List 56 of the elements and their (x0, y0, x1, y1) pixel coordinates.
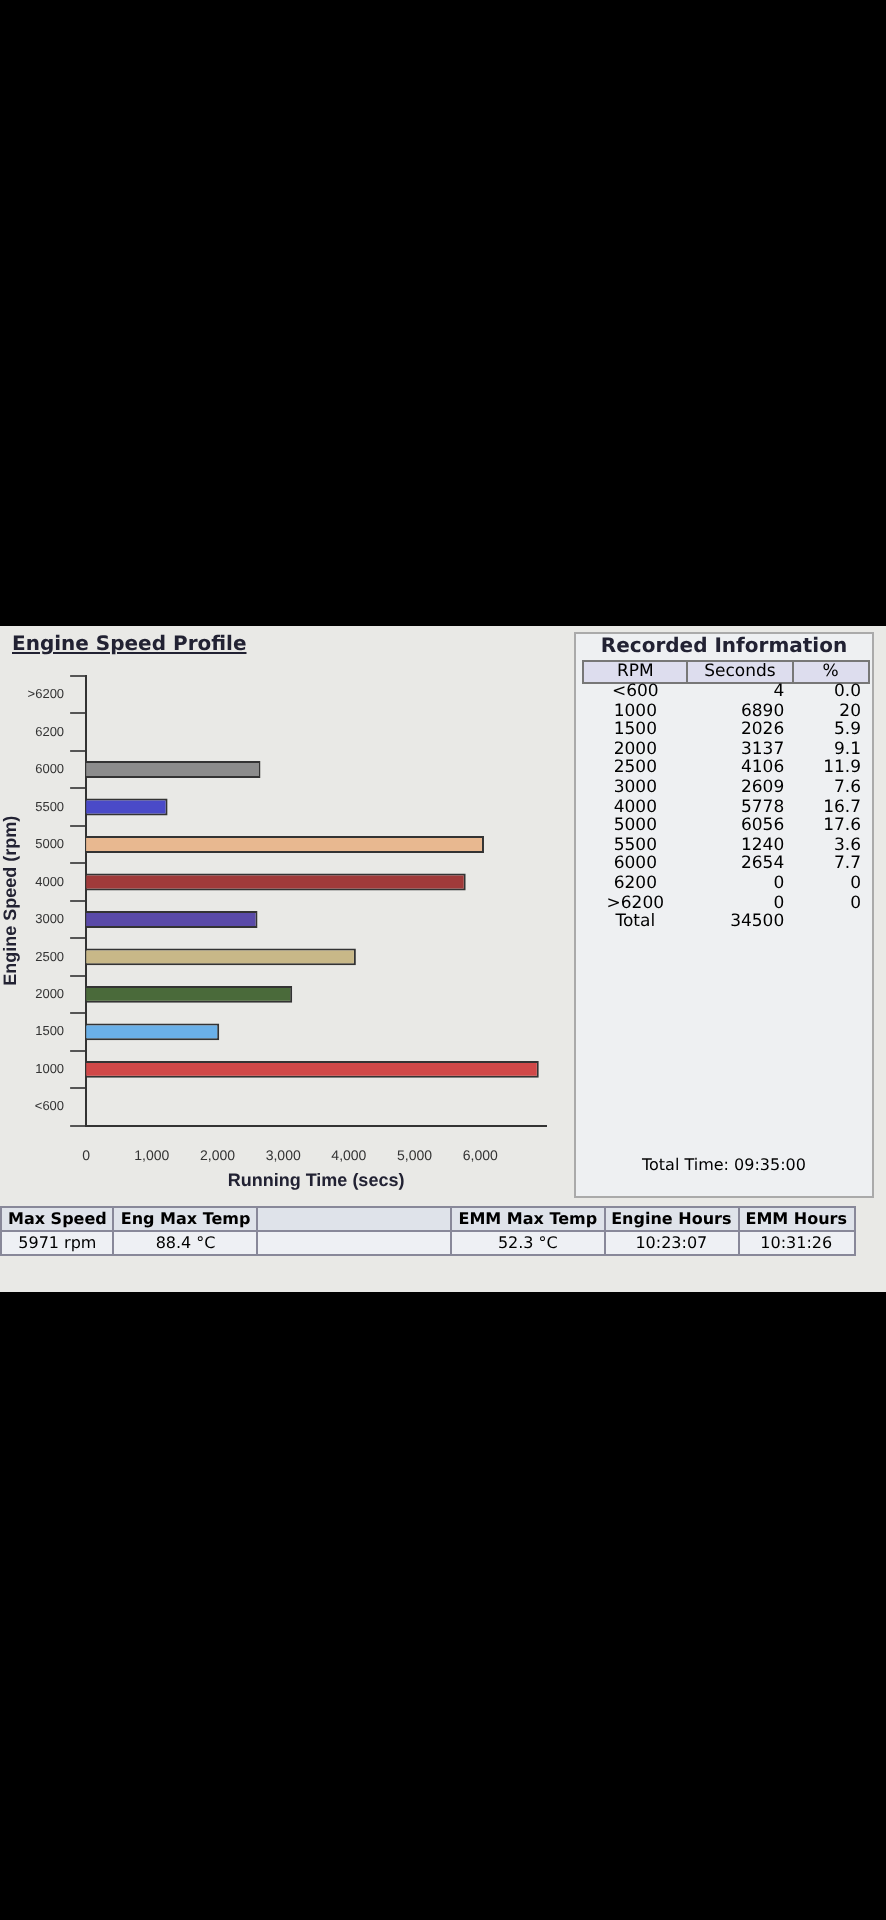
data-label: 2609 (738, 777, 787, 799)
category-label: EMM Hours (738, 1207, 854, 1231)
text: 88.4 °C (155, 1234, 216, 1252)
data-label: 5778 (738, 797, 787, 818)
text: 52.3 °C (497, 1234, 558, 1252)
text: Recorded Information (598, 636, 850, 658)
category-label: 1500 (611, 720, 659, 741)
y-axis-title: Engine Speed (rpm) (0, 815, 20, 986)
data-label: 0 (771, 873, 787, 895)
category-label: Engine Hours (604, 1207, 739, 1231)
data-label: 0 (773, 893, 787, 914)
data-label: 4106 (738, 758, 787, 779)
data-label: 6056 (738, 816, 787, 837)
text: 5971 rpm (18, 1234, 97, 1252)
category-label: <600 (609, 682, 661, 703)
text: 34500 (730, 912, 785, 933)
text: % (792, 661, 869, 683)
data-label: 4 (771, 682, 787, 703)
data-label: 6890 (738, 701, 787, 722)
data-label: 20 (839, 701, 863, 722)
data-label: 5.9 (831, 720, 863, 741)
data-label: 0 (848, 873, 863, 895)
category-label: 6200 (611, 873, 659, 895)
data-label: 7.7 (831, 854, 863, 875)
data-label: 3.6 (831, 835, 863, 856)
category-label: 2000 (611, 739, 659, 760)
category-label: 5000 (611, 816, 659, 837)
data-label: 9.1 (833, 739, 863, 760)
data-label: 2026 (738, 720, 787, 741)
data-label: 2654 (738, 854, 787, 875)
x-axis-title: Running Time (secs) (227, 1170, 405, 1191)
text: 10:31:26 (760, 1234, 833, 1252)
category-label: 3000 (611, 777, 659, 799)
category-label: 2500 (611, 758, 659, 779)
category-label: 4000 (611, 797, 659, 818)
data-label: 1240 (738, 835, 787, 856)
category-label: >6200 (604, 893, 667, 914)
data-label: 16.7 (821, 797, 863, 818)
text: Total (613, 912, 658, 934)
category-label: Eng Max Temp (113, 1207, 258, 1231)
category-label: 6000 (611, 854, 659, 875)
category-label: 1000 (611, 701, 659, 722)
data-label: 17.6 (821, 816, 863, 837)
category-label: EMM Max Temp (451, 1207, 605, 1231)
series-label: Seconds (687, 661, 793, 683)
data-label: 11.9 (821, 758, 863, 779)
data-label: 7.6 (831, 777, 863, 799)
category-label: Max Speed (1, 1207, 114, 1231)
category-label: 5500 (611, 835, 659, 856)
data-label: 0.0 (831, 682, 863, 703)
chart-title: Engine Speed Profile (12, 634, 247, 656)
data-label: 0 (848, 893, 863, 915)
text: Total Time: 09:35:00 (640, 1156, 808, 1174)
data-label: 3137 (738, 739, 787, 760)
text: 10:23:07 (635, 1234, 708, 1252)
text: RPM (583, 661, 688, 683)
